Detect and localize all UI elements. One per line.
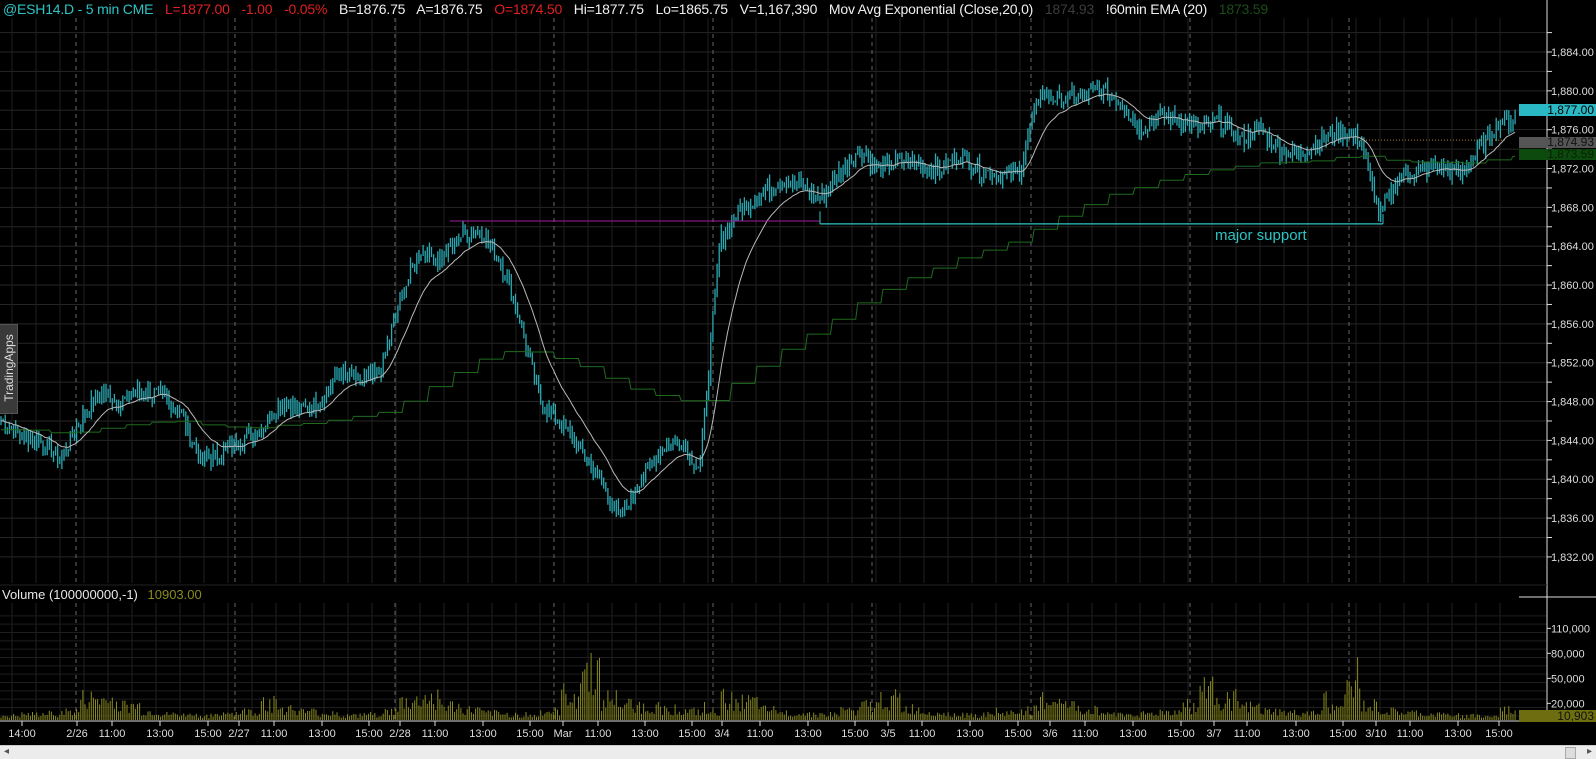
time-tick-label: 15:00 — [1329, 728, 1357, 740]
time-tick-label: 11:00 — [99, 728, 126, 740]
ema60-marker: 1,873.59 — [1519, 148, 1596, 160]
volume-title: Volume (100000000,-1) — [2, 587, 138, 602]
ask-price: A=1876.75 — [416, 1, 483, 17]
net-change: -1.00 — [241, 1, 273, 17]
volume-tick-label: 80,000 — [1551, 648, 1585, 660]
time-tick-label: 3/6 — [1042, 728, 1057, 740]
time-tick-label: 2/28 — [389, 728, 410, 740]
open-price: O=1874.50 — [494, 1, 563, 17]
time-tick-label: 15:00 — [841, 728, 869, 740]
scroll-left-icon[interactable]: ◂ — [4, 746, 10, 757]
time-tick-label: 3/5 — [880, 728, 895, 740]
symbol-label: @ESH14.D - 5 min CME — [3, 1, 154, 17]
time-tick-label: 13:00 — [1119, 728, 1147, 740]
time-tick-label: 13:00 — [1444, 728, 1472, 740]
study-ema60-label: !60min EMA (20) — [1105, 1, 1208, 17]
time-tick-label: 14:00 — [8, 728, 36, 740]
price-tick-label: 1,840.00 — [1551, 474, 1594, 486]
time-tick-label: 11:00 — [747, 728, 774, 740]
time-tick-label: 11:00 — [261, 728, 288, 740]
volume-marker: 10,903 — [1519, 710, 1596, 722]
price-tick-label: 1,860.00 — [1551, 280, 1594, 292]
ema-marker: 1,874.93 — [1519, 136, 1596, 148]
time-tick-label: 15:00 — [194, 728, 222, 740]
pct-change: -0.05% — [284, 1, 328, 17]
time-tick-label: 11:00 — [585, 728, 612, 740]
scroll-thumb[interactable] — [1565, 747, 1576, 759]
low-price: Lo=1865.75 — [655, 1, 729, 17]
chart-header: @ESH14.D - 5 min CME L=1877.00 -1.00 -0.… — [3, 1, 1276, 17]
time-tick-label: 2/27 — [228, 728, 249, 740]
time-tick-label: 11:00 — [422, 728, 449, 740]
last-price-marker: 1,877.00 — [1519, 104, 1596, 116]
time-tick-label: 15:00 — [355, 728, 383, 740]
time-tick-label: 3/4 — [714, 728, 729, 740]
time-tick-label: 11:00 — [1072, 728, 1099, 740]
volume-tick-label: 110,000 — [1551, 623, 1590, 635]
time-tick-label: 15:00 — [678, 728, 706, 740]
time-tick-label: 13:00 — [631, 728, 659, 740]
time-tick-label: 15:00 — [516, 728, 544, 740]
last-price: L=1877.00 — [164, 1, 230, 17]
time-tick-label: 13:00 — [308, 728, 336, 740]
price-tick-label: 1,880.00 — [1551, 86, 1594, 98]
time-tick-label: 13:00 — [1282, 728, 1310, 740]
volume-current: 10903.00 — [147, 587, 202, 602]
time-tick-label: 11:00 — [1397, 728, 1424, 740]
price-tick-label: 1,864.00 — [1551, 241, 1594, 253]
tradingapps-label: TradingApps — [2, 334, 16, 402]
time-tick-label: 13:00 — [956, 728, 984, 740]
price-tick-label: 1,856.00 — [1551, 319, 1594, 331]
price-tick-label: 1,876.00 — [1551, 125, 1594, 137]
volume-pane-title: Volume (100000000,-1) 10903.00 — [2, 587, 202, 602]
major-support-annotation[interactable]: major support — [1215, 227, 1307, 244]
price-tick-label: 1,848.00 — [1551, 397, 1594, 409]
time-tick-label: 11:00 — [1234, 728, 1261, 740]
volume-value: V=1,167,390 — [739, 1, 818, 17]
time-tick-label: 15:00 — [1485, 728, 1513, 740]
price-tick-label: 1,852.00 — [1551, 358, 1594, 370]
time-tick-label: 13:00 — [794, 728, 822, 740]
study-ema60-value: 1873.59 — [1218, 1, 1268, 17]
time-tick-label: 13:00 — [469, 728, 497, 740]
price-tick-label: 1,884.00 — [1551, 47, 1594, 59]
price-tick-label: 1,872.00 — [1551, 164, 1594, 176]
horizontal-scrollbar[interactable]: ◂ ▸ — [0, 745, 1596, 759]
time-tick-label: 2/26 — [66, 728, 87, 740]
price-tick-label: 1,844.00 — [1551, 435, 1594, 447]
time-tick-label: 11:00 — [909, 728, 936, 740]
price-tick-label: 1,832.00 — [1551, 552, 1594, 564]
time-tick-label: 15:00 — [1004, 728, 1032, 740]
scroll-right-icon[interactable]: ▸ — [1586, 746, 1592, 757]
study-ema-value: 1874.93 — [1044, 1, 1095, 17]
ema60-line — [1, 155, 1516, 434]
price-tick-label: 1,868.00 — [1551, 202, 1594, 214]
time-tick-label: Mar — [554, 728, 573, 740]
tradingapps-tab[interactable]: TradingApps — [0, 324, 18, 414]
bid-price: B=1876.75 — [338, 1, 406, 17]
time-tick-label: 3/10 — [1365, 728, 1386, 740]
time-tick-label: 15:00 — [1167, 728, 1195, 740]
price-tick-label: 1,836.00 — [1551, 513, 1594, 525]
time-tick-label: 3/7 — [1206, 728, 1221, 740]
study-ema-label: Mov Avg Exponential (Close,20,0) — [828, 1, 1034, 17]
high-price: Hi=1877.75 — [573, 1, 644, 17]
time-tick-label: 13:00 — [146, 728, 174, 740]
volume-tick-label: 20,000 — [1551, 698, 1585, 710]
volume-tick-label: 50,000 — [1551, 673, 1585, 685]
ema20-line — [1, 93, 1516, 493]
